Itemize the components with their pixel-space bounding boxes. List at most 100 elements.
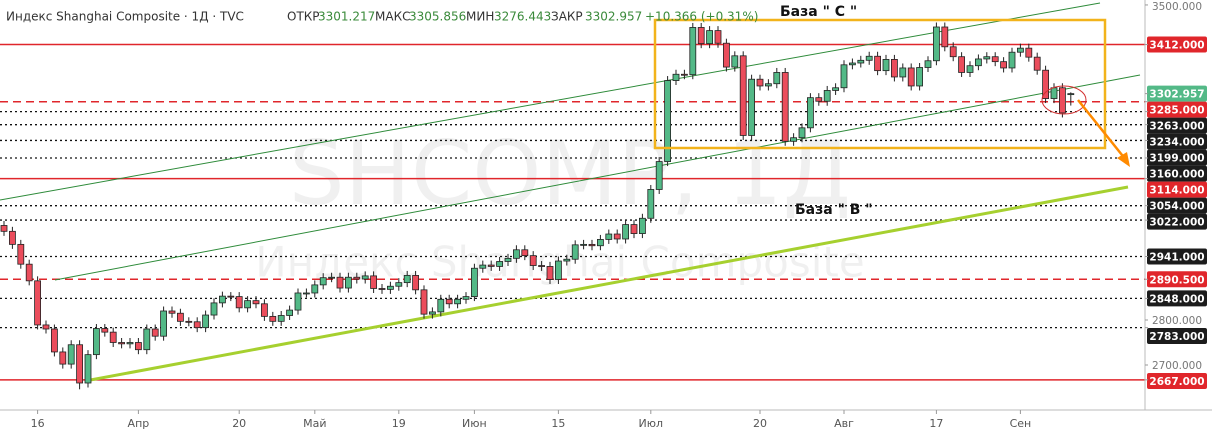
candle-body (916, 67, 923, 87)
candle-body (1033, 56, 1041, 71)
candle-body (210, 302, 218, 316)
candle-body (252, 300, 260, 305)
y-tick-label: 2800.000 (1152, 315, 1202, 327)
level-label: 2848.000 (1149, 293, 1204, 305)
candle-body (991, 56, 999, 63)
base-box (653, 18, 1107, 150)
candle-body (370, 275, 378, 289)
candle-body (975, 58, 982, 67)
x-tick-label: Сен (1010, 417, 1032, 430)
candle-body (647, 189, 655, 219)
candle-body (361, 275, 369, 280)
x-tick-label: Май (303, 417, 326, 430)
candle-body (76, 344, 83, 384)
candle-body (109, 331, 117, 343)
label-bg (1147, 248, 1207, 265)
candle-body (588, 243, 596, 247)
candle-body (496, 261, 504, 267)
candle-body (454, 298, 462, 305)
candle-body (605, 233, 613, 240)
label-bg (1147, 101, 1207, 118)
ohlc-value: 3302.957 (585, 10, 642, 24)
label-bg (1147, 181, 1207, 198)
ohlc-value: 3305.856 (409, 10, 466, 24)
candle-body (143, 328, 151, 351)
candle-body (1059, 87, 1066, 114)
candle-body (580, 243, 587, 246)
trend-line (84, 185, 1129, 383)
candle-body (101, 328, 109, 333)
change: +10.366 (+0.31%) (645, 10, 758, 24)
candle-body (227, 295, 235, 298)
candle-body (933, 26, 940, 62)
annotation: База " В " (795, 202, 873, 218)
candle-body (412, 275, 420, 291)
candle-body (67, 344, 75, 365)
arrow-head (1117, 152, 1130, 167)
candle-body (723, 42, 730, 68)
candle-body (218, 295, 226, 304)
ohlc-value: 3276.443 (494, 10, 551, 24)
candle-body (59, 351, 67, 365)
candle-body (1000, 61, 1007, 69)
arrow (1077, 99, 1127, 161)
x-tick-label: Июн (462, 417, 487, 430)
candle-body (277, 315, 285, 322)
candle-body (437, 298, 445, 313)
candle-body (470, 267, 478, 297)
candle-body (386, 285, 394, 290)
label-bg (1147, 36, 1207, 53)
candle-body (681, 73, 688, 76)
x-tick-label: 19 (392, 417, 406, 430)
candle-body (1008, 51, 1016, 69)
level-label: 3199.000 (1149, 153, 1204, 165)
label-bg (1147, 149, 1207, 166)
header: Индекс Shanghai Composite · 1Д · TVC ОТК… (6, 10, 758, 24)
label-bg (1147, 372, 1207, 389)
candle-body (168, 310, 176, 314)
candle-body (302, 292, 310, 295)
candle-body (924, 60, 932, 68)
candle-body (874, 55, 881, 72)
candle-body (538, 265, 545, 267)
candle-body (286, 309, 294, 316)
channel-line (0, 2, 1101, 201)
level-label: 3285.000 (1149, 105, 1204, 117)
candle-body (17, 243, 25, 265)
candle-body (672, 73, 680, 81)
candle-body (781, 72, 789, 142)
candle-body (773, 72, 781, 85)
candle-body (336, 276, 344, 289)
candle-body (84, 354, 92, 384)
candle-body (378, 288, 386, 290)
candle-body (176, 312, 184, 322)
ohlc-value: 3301.217 (318, 10, 375, 24)
x-tick-label: 20 (753, 417, 767, 430)
candle-body (403, 275, 411, 284)
candle-body (857, 59, 865, 64)
candle-body (151, 328, 159, 337)
price-label: 3302.957 (1149, 89, 1204, 101)
label-bg (1147, 133, 1207, 150)
ohlc-label: МАКС (375, 10, 410, 24)
candle-body (420, 289, 428, 315)
candle-body (521, 249, 529, 257)
candle-body (395, 282, 403, 287)
candle-body (126, 342, 134, 345)
x-tick-label: Апр (128, 417, 150, 430)
candle-body (160, 310, 168, 337)
candle-body (756, 78, 764, 87)
candle-body (706, 30, 713, 45)
candle-body (344, 276, 352, 289)
label-bg (1147, 290, 1207, 307)
ohlc-label: ОТКР (287, 10, 320, 24)
ohlc-label: ЗАКР (551, 10, 583, 24)
candle-body (51, 328, 58, 353)
candle-body (748, 78, 755, 136)
x-tick-label: Авг (834, 417, 854, 430)
candle-body (907, 67, 915, 87)
label-bg (1147, 327, 1207, 344)
candle-body (697, 27, 705, 45)
label-bg (1147, 117, 1207, 134)
